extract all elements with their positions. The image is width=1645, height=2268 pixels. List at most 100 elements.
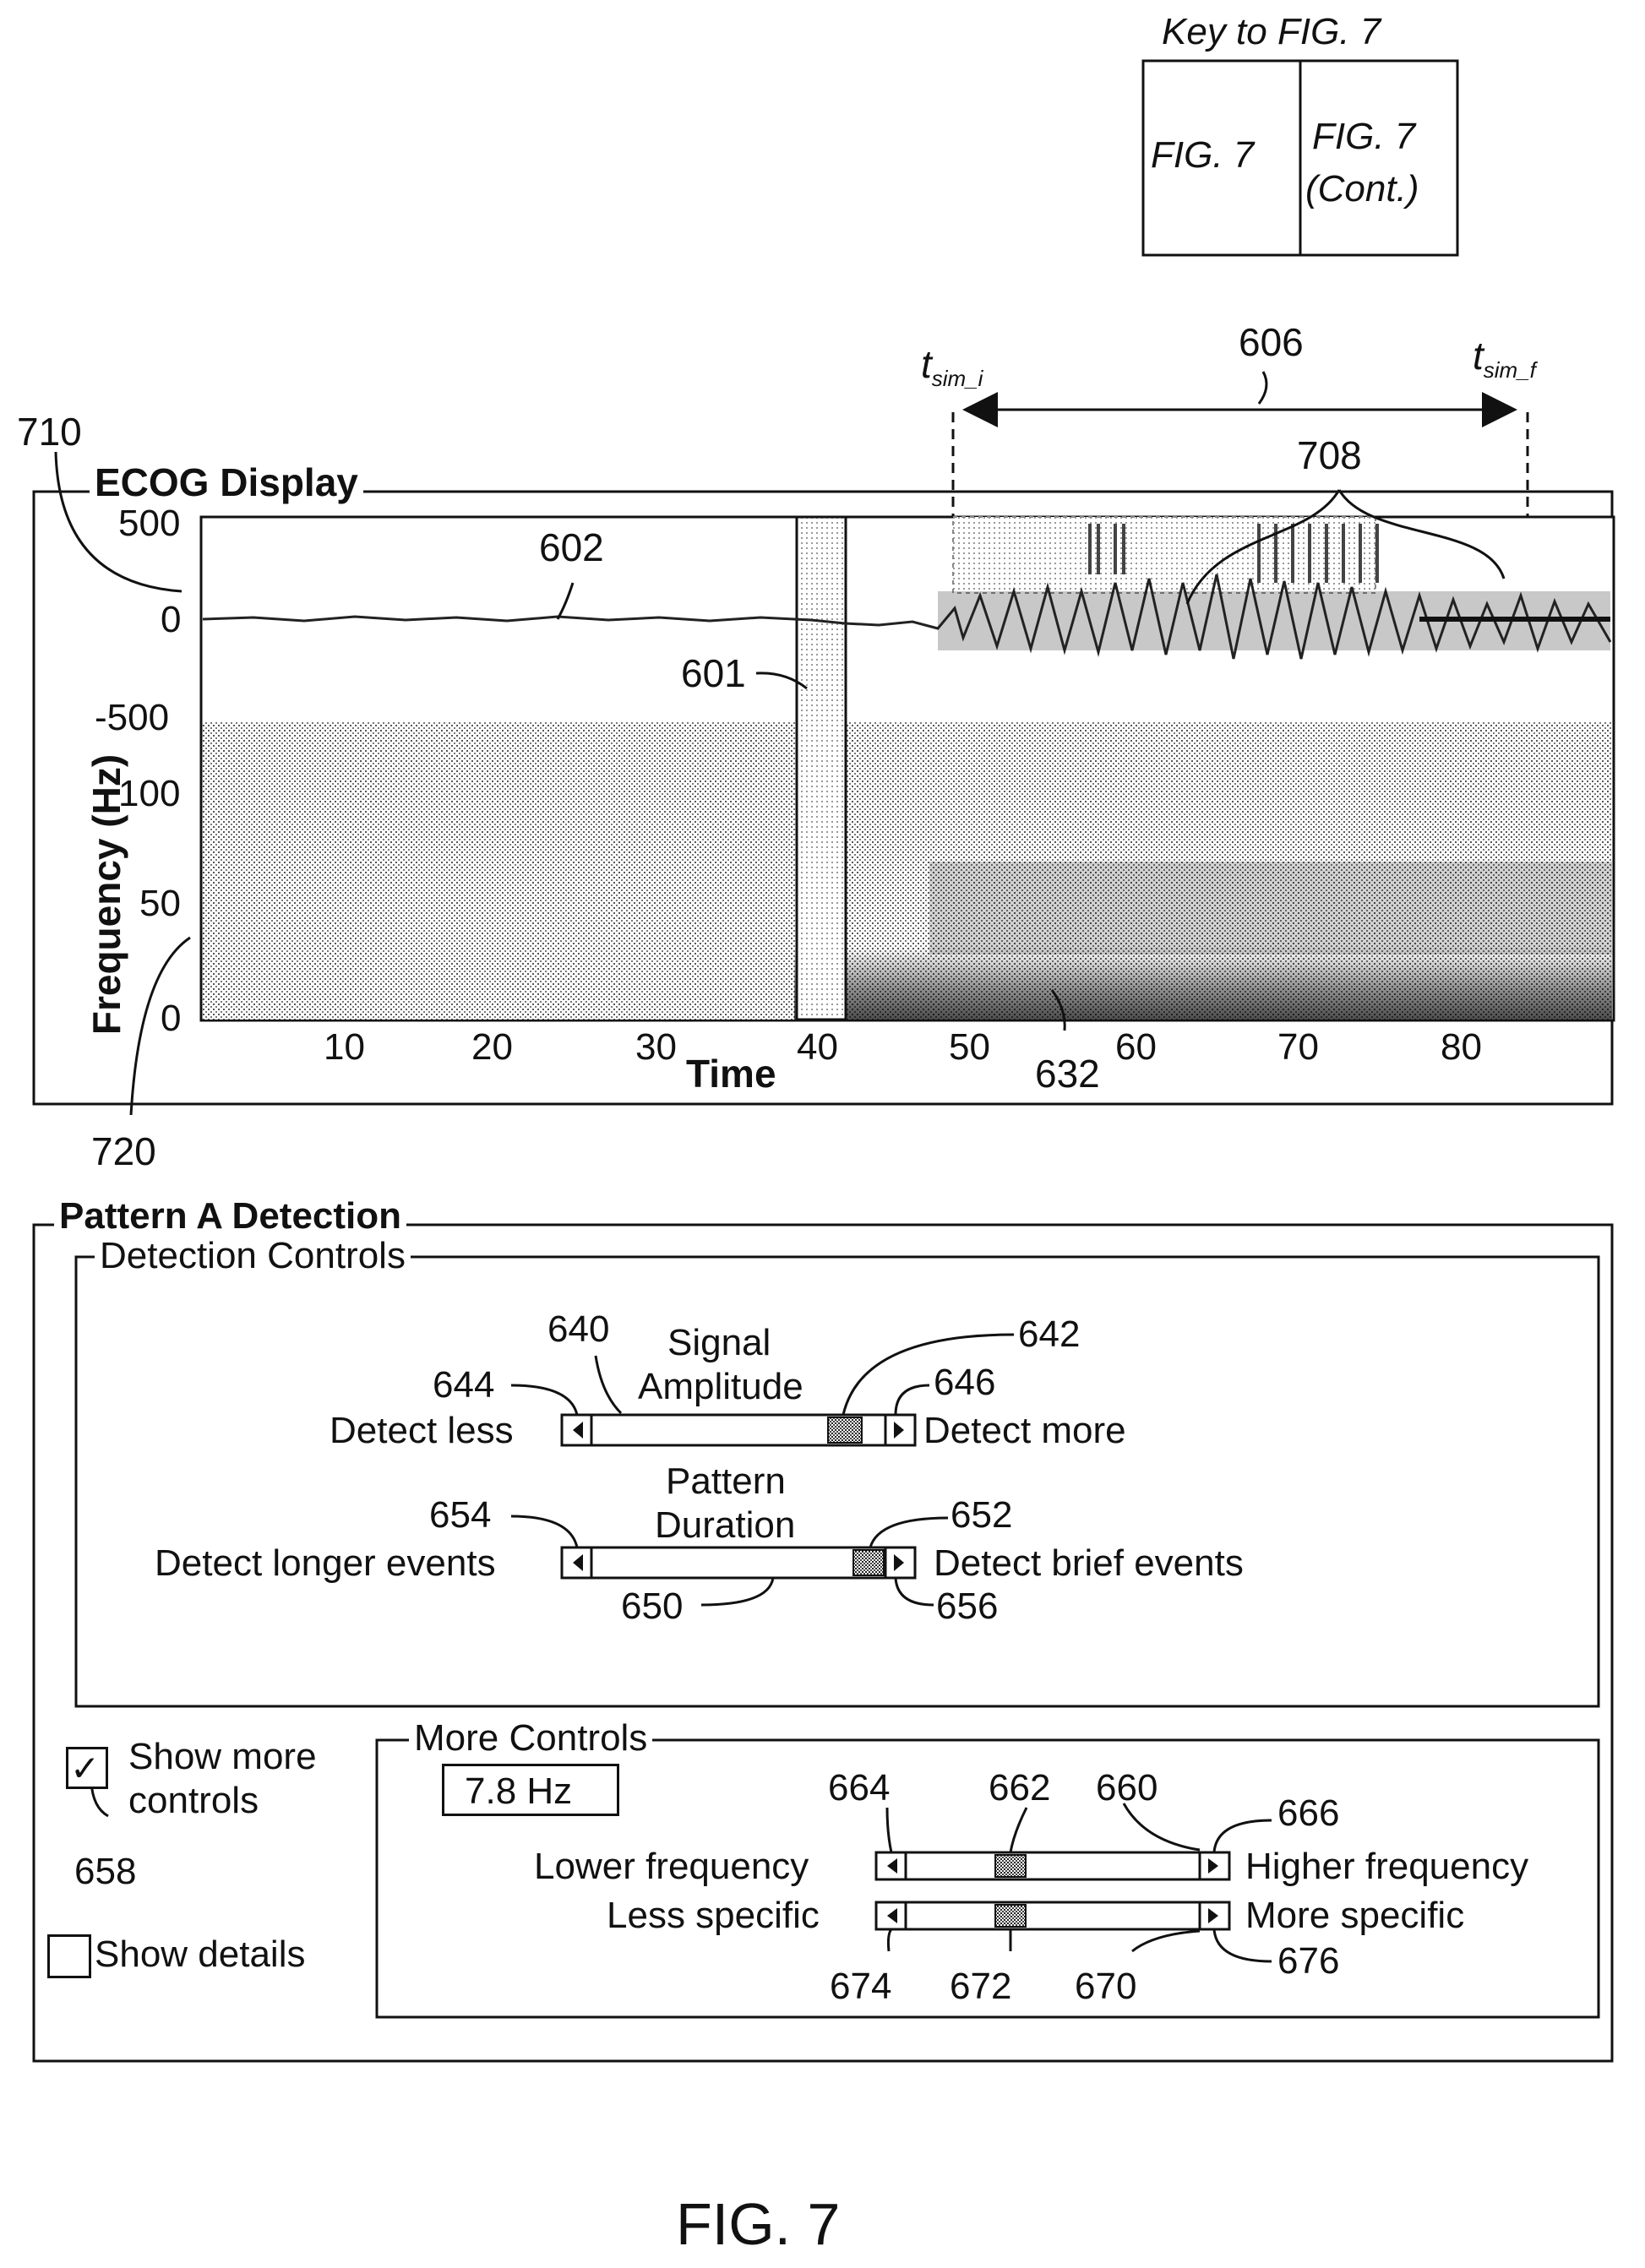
signal-increase-button[interactable]	[885, 1415, 915, 1445]
ref-652: 652	[951, 1494, 1013, 1536]
marker-601	[795, 515, 847, 1021]
ref-602: 602	[539, 525, 604, 569]
duration-increase-button[interactable]	[885, 1547, 915, 1578]
x-tick-70: 70	[1277, 1026, 1319, 1068]
detection-controls-title: Detection Controls	[95, 1237, 411, 1275]
key-right-cell-line2: (Cont.)	[1305, 168, 1419, 209]
pattern-duration-slider[interactable]	[562, 1547, 915, 1578]
signal-label-line2: Amplitude	[638, 1366, 803, 1407]
duration-slider-thumb[interactable]	[853, 1550, 884, 1575]
spectrogram-mid-band	[929, 862, 1612, 955]
freq-tick-50: 50	[139, 883, 181, 924]
x-tick-50: 50	[949, 1026, 990, 1068]
leader-601	[755, 672, 808, 690]
specificity-slider-thumb[interactable]	[995, 1905, 1026, 1927]
x-tick-60: 60	[1115, 1026, 1157, 1068]
signal-amplitude-slider-graphic	[560, 1413, 917, 1447]
ref-672: 672	[950, 1966, 1012, 2007]
amp-tick-0: 0	[161, 599, 182, 640]
freq-tick-0: 0	[161, 998, 182, 1039]
show-details-label: Show details	[95, 1934, 306, 1975]
leader-708-right	[1337, 489, 1506, 579]
detect-longer-label: Detect longer events	[155, 1542, 496, 1584]
detection-controls-frame	[74, 1255, 1600, 1708]
pattern-frame	[32, 1223, 1614, 2063]
y-axis-label: Frequency (Hz)	[84, 753, 129, 1036]
detect-brief-label: Detect brief events	[934, 1542, 1244, 1584]
ref-710: 710	[17, 410, 82, 454]
duration-decrease-button[interactable]	[562, 1547, 591, 1578]
ref-658: 658	[74, 1851, 137, 1892]
ecog-display-title: ECOG Display	[90, 463, 363, 502]
key-right-cell-line1: FIG. 7	[1312, 116, 1416, 157]
frequency-value-field[interactable]: 7.8 Hz	[442, 1764, 619, 1816]
less-specific-label: Less specific	[607, 1895, 820, 1936]
ref-632: 632	[1035, 1052, 1100, 1096]
ref-708: 708	[1297, 433, 1362, 477]
frequency-slider-graphic	[874, 1851, 1231, 1881]
duration-label-line1: Pattern	[666, 1460, 786, 1502]
figure-caption: FIG. 7	[676, 2191, 841, 2257]
x-tick-40: 40	[797, 1026, 838, 1068]
leader-710	[54, 451, 182, 593]
specificity-decrease-button[interactable]	[876, 1902, 906, 1929]
pattern-708-markers	[1088, 524, 1379, 583]
duration-label-line2: Duration	[655, 1504, 796, 1546]
signal-decrease-button[interactable]	[562, 1415, 591, 1445]
ref-662: 662	[989, 1767, 1051, 1808]
amp-tick-neg500: -500	[95, 697, 170, 738]
lower-frequency-label: Lower frequency	[534, 1846, 809, 1887]
show-more-line1: Show more	[128, 1736, 317, 1777]
leader-632	[1050, 989, 1066, 1031]
show-details-checkbox[interactable]	[47, 1934, 91, 1978]
leader-720	[129, 936, 191, 1116]
frequency-value: 7.8 Hz	[465, 1770, 573, 1812]
specificity-slider[interactable]	[876, 1902, 1229, 1929]
leader-708-left	[1185, 489, 1341, 605]
ref-676: 676	[1277, 1940, 1340, 1982]
pattern-duration-slider-graphic	[560, 1546, 917, 1580]
show-more-controls-checkbox[interactable]: ✓	[66, 1747, 108, 1789]
specificity-increase-button[interactable]	[1200, 1902, 1229, 1929]
show-more-line2: controls	[128, 1780, 259, 1821]
specificity-slider-graphic	[874, 1901, 1231, 1931]
ref-670: 670	[1075, 1966, 1137, 2007]
x-axis-label: Time	[686, 1052, 776, 1096]
leader-602	[556, 582, 575, 620]
ref-606: 606	[1239, 320, 1304, 364]
key-title: Key to FIG. 7	[1162, 11, 1381, 52]
more-controls-frame	[375, 1738, 1600, 2019]
ref-720: 720	[91, 1129, 156, 1173]
signal-amplitude-slider[interactable]	[562, 1415, 915, 1445]
frequency-decrease-button[interactable]	[876, 1852, 906, 1879]
x-tick-20: 20	[471, 1026, 513, 1068]
ref-660: 660	[1096, 1767, 1158, 1808]
ref-642: 642	[1018, 1313, 1081, 1355]
checkmark-icon: ✓	[70, 1749, 101, 1788]
more-controls-title: More Controls	[409, 1720, 653, 1757]
x-tick-80: 80	[1441, 1026, 1482, 1068]
ecog-trace	[202, 574, 1612, 660]
frequency-increase-button[interactable]	[1200, 1852, 1229, 1879]
frequency-slider-thumb[interactable]	[995, 1855, 1026, 1877]
ref-664: 664	[828, 1767, 891, 1808]
ref-656: 656	[936, 1585, 999, 1627]
signal-label-line1: Signal	[667, 1322, 771, 1363]
more-specific-label: More specific	[1245, 1895, 1465, 1936]
ref-654: 654	[429, 1494, 492, 1536]
higher-frequency-label: Higher frequency	[1245, 1846, 1529, 1887]
ref-640: 640	[547, 1308, 610, 1350]
t-sim-f-label: tsim_f	[1473, 334, 1536, 383]
spectrogram-dark-band	[794, 946, 1612, 1020]
ref-601: 601	[681, 651, 746, 695]
signal-slider-thumb[interactable]	[828, 1417, 862, 1443]
simulation-region	[952, 516, 1376, 594]
x-tick-10: 10	[324, 1026, 365, 1068]
detect-less-label: Detect less	[330, 1410, 514, 1451]
pattern-a-title: Pattern A Detection	[54, 1198, 407, 1235]
t-sim-i-label: tsim_i	[921, 342, 983, 392]
frequency-slider[interactable]	[876, 1852, 1229, 1879]
ref-650: 650	[621, 1585, 684, 1627]
leader-606	[1257, 371, 1268, 405]
